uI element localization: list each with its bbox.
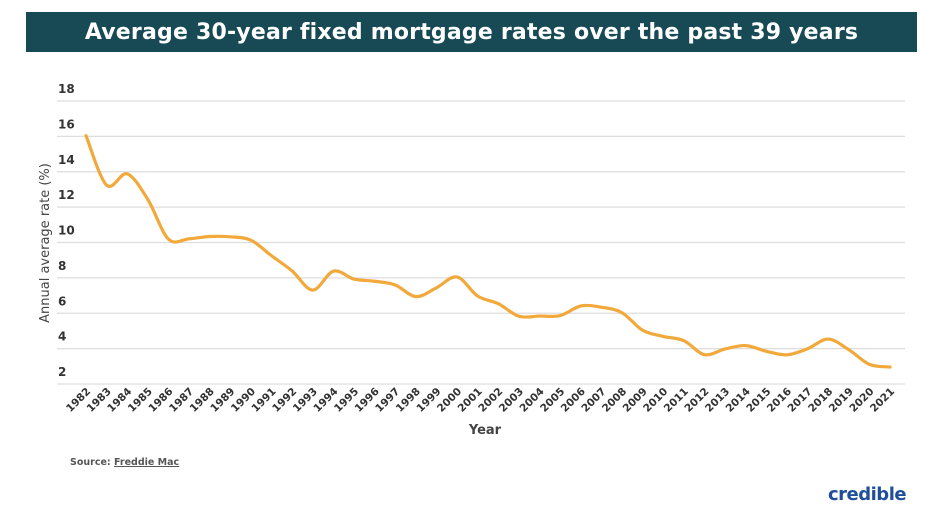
source-note: Source: Freddie Mac <box>70 457 179 468</box>
y-tick-label: 12 <box>58 188 75 202</box>
y-tick-label: 6 <box>58 294 66 308</box>
y-tick-label: 14 <box>58 153 75 167</box>
y-tick-label: 10 <box>58 224 75 238</box>
y-tick-label: 18 <box>58 82 75 96</box>
chart-title: Average 30-year fixed mortgage rates ove… <box>84 19 859 45</box>
y-axis-label: Annual average rate (%) <box>38 163 53 323</box>
source-link[interactable]: Freddie Mac <box>114 457 180 468</box>
y-tick-label: 4 <box>58 330 66 344</box>
y-tick-label: 8 <box>58 259 66 273</box>
y-tick-label: 16 <box>58 117 75 131</box>
y-tick-label: 2 <box>58 365 66 379</box>
source-label: Source: <box>70 457 111 468</box>
x-axis-label: Year <box>468 423 502 438</box>
title-bar: Average 30-year fixed mortgage rates ove… <box>26 12 917 52</box>
credible-logo: credible <box>828 484 907 505</box>
series-line <box>84 134 892 369</box>
